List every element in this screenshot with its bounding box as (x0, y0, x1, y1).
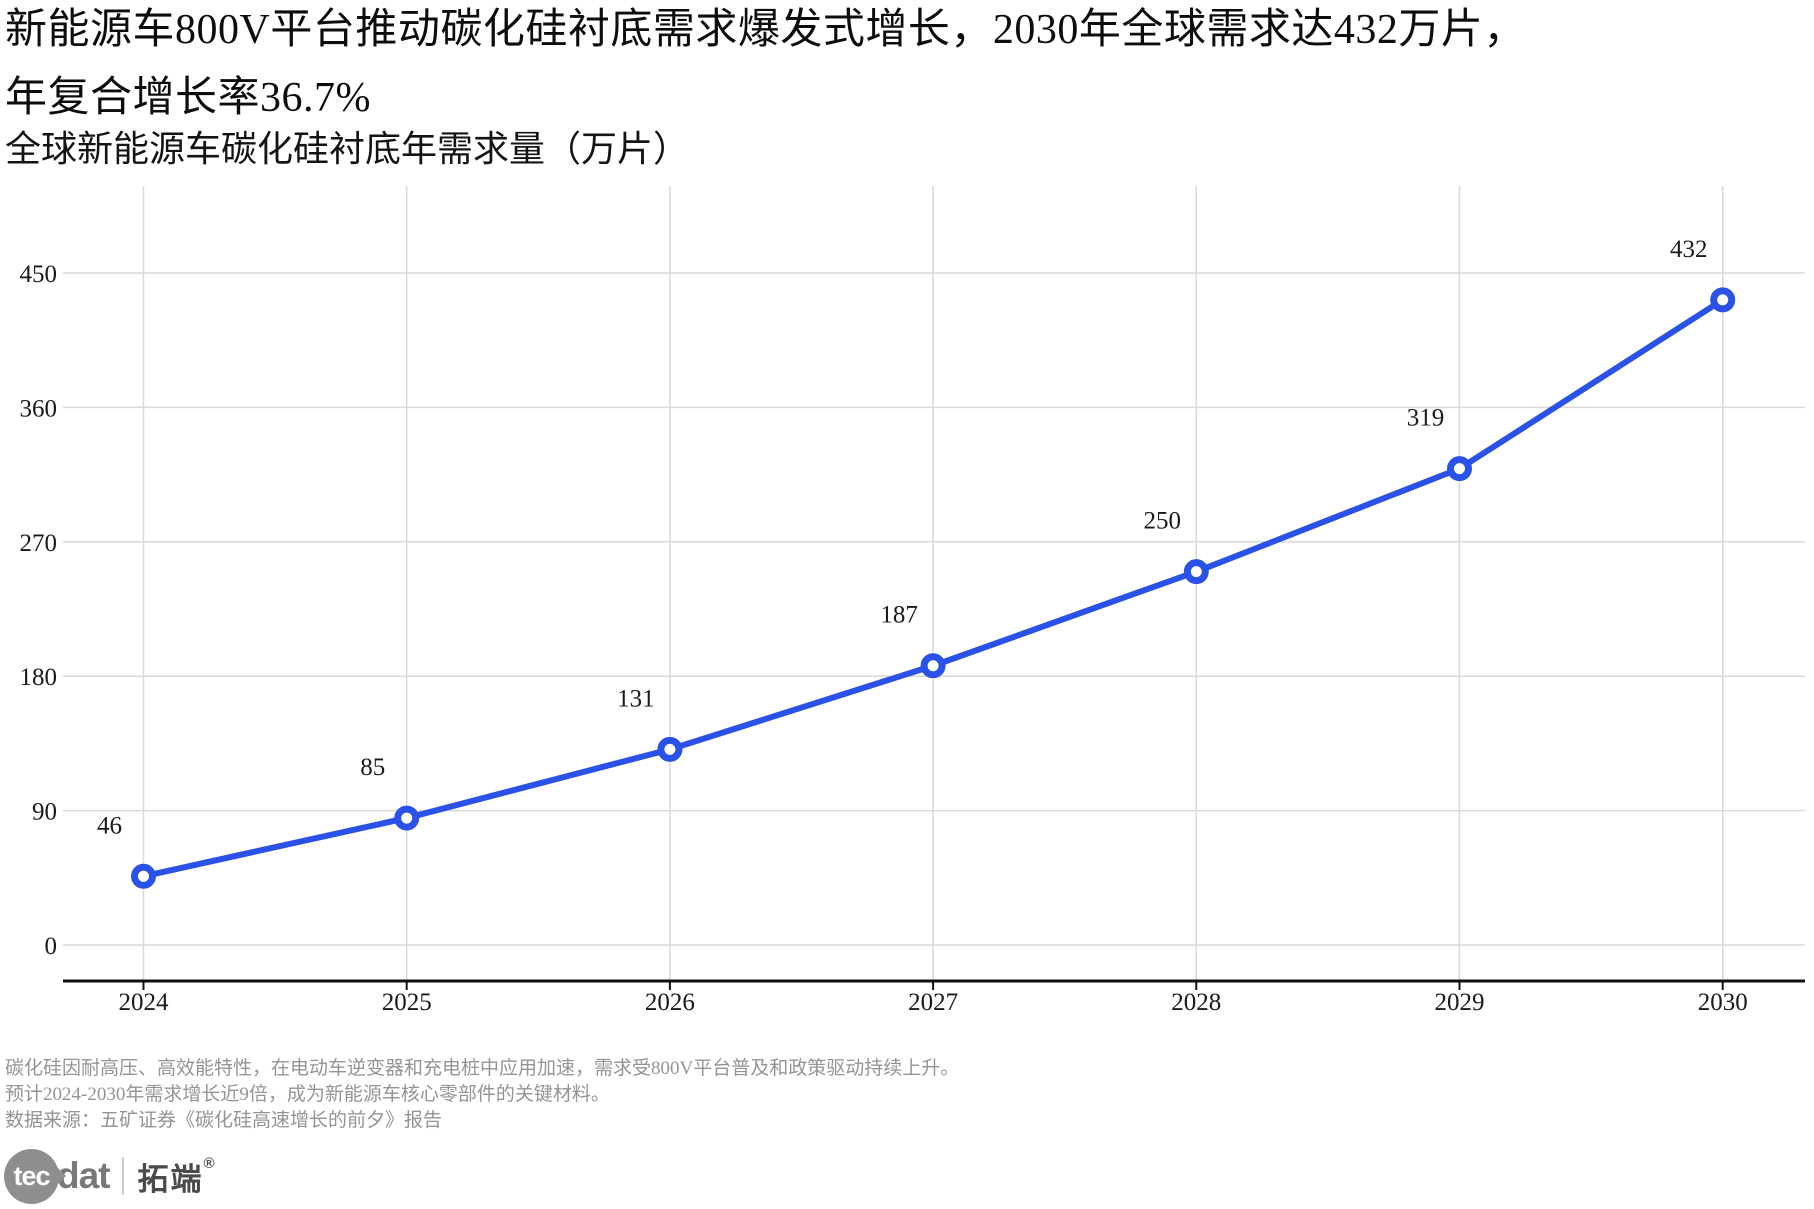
title-line-2: 年复合增长率36.7% (5, 75, 371, 121)
data-point-label: 85 (360, 754, 385, 781)
y-axis-tick-labels: 0 90 180 270 360 450 (20, 261, 58, 960)
x-tick-label: 2024 (119, 989, 170, 1016)
x-tick-label: 2030 (1698, 989, 1748, 1016)
data-point-label: 46 (97, 812, 122, 839)
horizontal-gridlines (63, 272, 1805, 946)
x-tick-label: 2027 (908, 989, 958, 1016)
footer-notes: 碳化硅因耐高压、高效能特性，在电动车逆变器和充电桩中应用加速，需求受800V平台… (5, 1056, 959, 1134)
data-point-marker (1447, 456, 1472, 482)
y-tick-label: 270 (20, 530, 58, 557)
logo-text-tec: tec (13, 1160, 50, 1191)
data-point-label: 250 (1144, 508, 1182, 535)
data-point-labels: 46 85 131 187 250 319 432 (97, 236, 1707, 839)
logo-circle: tec (4, 1148, 59, 1204)
data-point-marker (1710, 287, 1736, 313)
y-tick-label: 450 (20, 261, 58, 288)
y-tick-label: 90 (32, 799, 57, 826)
y-tick-label: 0 (45, 933, 58, 960)
data-point-marker (657, 736, 683, 762)
x-tick-label: 2025 (382, 989, 432, 1016)
x-axis (63, 979, 1805, 990)
x-axis-tick-labels: 2024 2025 2026 2027 2028 2029 2030 (119, 989, 1748, 1016)
footer-note-line: 数据来源：五矿证券《碳化硅高速增长的前夕》报告 (5, 1110, 443, 1131)
data-point-marker (131, 863, 156, 889)
vertical-gridlines (142, 186, 1724, 981)
data-series (131, 287, 1736, 889)
data-point-marker (1183, 559, 1209, 585)
data-point-label: 319 (1407, 405, 1445, 432)
data-point-label: 131 (617, 685, 655, 712)
data-point-label: 432 (1670, 236, 1708, 263)
y-tick-label: 180 (20, 664, 58, 691)
data-point-marker (394, 805, 420, 831)
logo-text-cn: 拓端 (137, 1161, 204, 1197)
data-point-marker (920, 653, 946, 679)
tecdat-logo: tec dat 拓端 ® (4, 1147, 215, 1205)
registered-mark-icon: ® (203, 1155, 215, 1172)
x-tick-label: 2028 (1171, 989, 1221, 1016)
x-tick-label: 2029 (1435, 989, 1485, 1016)
data-point-label: 187 (880, 602, 918, 629)
chart-subtitle: 全球新能源车碳化硅衬底年需求量（万片） (5, 129, 690, 169)
footer-note-line: 预计2024-2030年需求增长近9倍，成为新能源车核心零部件的关键材料。 (5, 1084, 610, 1105)
footer-note-line: 碳化硅因耐高压、高效能特性，在电动车逆变器和充电桩中应用加速，需求受800V平台… (5, 1058, 960, 1079)
logo-divider (121, 1157, 124, 1195)
page-title: 新能源车800V平台推动碳化硅衬底需求爆发式增长，2030年全球需求达432万片… (5, 0, 1795, 132)
x-tick-label: 2026 (645, 989, 695, 1016)
title-line-1: 新能源车800V平台推动碳化硅衬底需求爆发式增长，2030年全球需求达432万片… (5, 7, 1526, 53)
y-tick-label: 360 (20, 395, 58, 422)
